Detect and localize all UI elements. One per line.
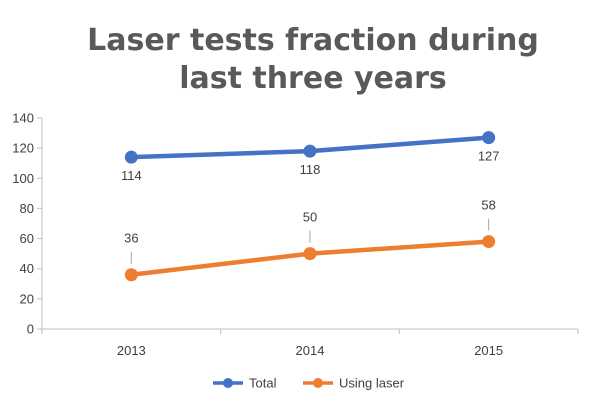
y-tick-label: 20 bbox=[20, 291, 34, 306]
data-point-using-laser bbox=[303, 247, 317, 261]
data-label-total: 127 bbox=[478, 149, 500, 164]
legend-marker-using-laser bbox=[313, 378, 323, 388]
y-tick-label: 140 bbox=[12, 111, 34, 126]
series-using-laser: 36 50 58 bbox=[124, 198, 496, 282]
legend-item-total: Total bbox=[213, 376, 277, 391]
y-tick-label: 0 bbox=[27, 322, 34, 337]
x-tick-label: 2014 bbox=[296, 343, 325, 358]
data-label-total: 118 bbox=[300, 162, 321, 177]
legend: Total Using laser bbox=[213, 376, 405, 391]
axes: 0 20 40 60 80 100 120 140 2013 2014 2015 bbox=[12, 111, 579, 358]
data-label-using-laser: 36 bbox=[124, 231, 138, 246]
data-point-total bbox=[124, 150, 138, 164]
series-group: 114 118 127 36 50 58 bbox=[121, 131, 500, 282]
data-point-using-laser bbox=[482, 235, 496, 249]
data-point-using-laser bbox=[124, 268, 138, 282]
x-tick-label: 2015 bbox=[474, 343, 503, 358]
legend-label-total: Total bbox=[249, 376, 277, 391]
data-point-total bbox=[303, 144, 317, 158]
y-tick-label: 120 bbox=[12, 141, 34, 156]
legend-item-using-laser: Using laser bbox=[303, 376, 405, 391]
data-label-total: 114 bbox=[121, 168, 142, 183]
data-point-total bbox=[482, 131, 496, 145]
y-tick-label: 60 bbox=[20, 231, 34, 246]
y-tick-label: 40 bbox=[20, 261, 34, 276]
series-total: 114 118 127 bbox=[121, 131, 500, 183]
data-label-using-laser: 58 bbox=[481, 198, 495, 213]
legend-marker-total bbox=[223, 378, 233, 388]
y-tick-label: 100 bbox=[12, 171, 34, 186]
y-tick-label: 80 bbox=[20, 201, 34, 216]
legend-label-using-laser: Using laser bbox=[339, 376, 405, 391]
x-tick-label: 2013 bbox=[117, 343, 146, 358]
chart-title-line-1: Laser tests fraction during bbox=[87, 23, 539, 58]
chart-title-line-2: last three years bbox=[179, 61, 447, 96]
data-label-using-laser: 50 bbox=[303, 210, 317, 225]
